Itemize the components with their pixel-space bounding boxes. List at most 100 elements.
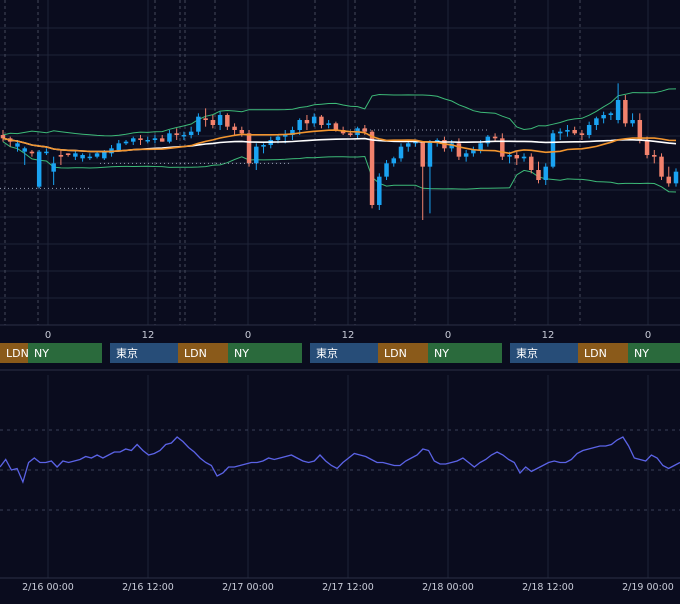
- candle-body-bullish: [673, 171, 679, 184]
- candle-body-bullish: [586, 125, 592, 135]
- candle-body-bullish: [406, 143, 411, 147]
- candle-body-bearish: [492, 136, 498, 139]
- candle-body-bullish: [463, 153, 469, 157]
- session-bar-tokyo: [110, 343, 178, 363]
- session-label-london: LDN: [6, 347, 29, 360]
- candle-body-bearish: [65, 153, 71, 155]
- candle-body-bullish: [217, 115, 223, 125]
- candle-body-bullish: [44, 151, 49, 154]
- candle-body-bullish: [188, 131, 194, 135]
- session-bar-tokyo: [510, 343, 578, 363]
- date-axis-layer: 2/16 00:00 2/16 12:00 2/17 00:00 2/17 12:00…: [22, 582, 674, 593]
- candle-body-bullish: [434, 140, 440, 142]
- date-axis-label: 2/16 12:00: [122, 582, 174, 593]
- candle-body-bullish: [507, 155, 512, 157]
- candle-body-bearish: [652, 155, 657, 157]
- candle-body-bearish: [246, 133, 252, 164]
- bollinger-upper-line: [2, 88, 677, 137]
- candle-body-bullish: [254, 146, 259, 164]
- candle-body-bullish: [261, 145, 266, 147]
- date-axis-label: 2/17 12:00: [322, 582, 374, 593]
- session-bar-tokyo: [310, 343, 378, 363]
- session-bar-london: [578, 343, 628, 363]
- bollinger-lower-line: [2, 141, 677, 193]
- candle-body-bullish: [326, 123, 331, 125]
- bollinger-band-layer: [2, 88, 677, 193]
- oscillator-line: [0, 436, 680, 484]
- candle-body-bullish: [557, 131, 563, 134]
- candle-body-bearish: [348, 133, 353, 135]
- candle-body-bearish: [159, 138, 165, 142]
- candle-body-bullish: [478, 143, 483, 150]
- candle-body-bullish: [282, 135, 288, 137]
- candle-body-bearish: [659, 156, 664, 177]
- candle-body-bearish: [644, 140, 650, 155]
- candle-body-bullish: [181, 135, 187, 137]
- candle-body-bullish: [565, 130, 570, 132]
- candle-body-bullish: [15, 143, 20, 147]
- candle-body-bullish: [427, 141, 433, 167]
- candle-body-bullish: [94, 153, 100, 157]
- session-label-ny: NY: [634, 347, 649, 360]
- candle-body-bullish: [123, 141, 129, 144]
- hour-tick-label: 12: [342, 330, 355, 341]
- date-axis-label: 2/18 12:00: [522, 582, 574, 593]
- candle-body-bullish: [521, 156, 527, 159]
- hour-tick-label: 0: [645, 330, 651, 341]
- candle-body-bullish: [630, 120, 635, 124]
- candle-body-bullish: [601, 115, 606, 119]
- candle-body-bullish: [384, 163, 389, 177]
- session-label-tokyo: 東京: [116, 346, 138, 360]
- session-label-tokyo: 東京: [516, 346, 538, 360]
- candle-body-bullish: [73, 153, 78, 157]
- session-bar-london: [178, 343, 228, 363]
- candle-body-bullish: [297, 120, 302, 130]
- candle-body-bullish: [102, 151, 107, 159]
- candle-body-bullish: [311, 116, 317, 124]
- session-bar-ny: [428, 343, 502, 363]
- candle-body-bullish: [471, 150, 476, 154]
- date-axis-label: 2/19 00:00: [622, 582, 674, 593]
- candle-body-bearish: [138, 138, 143, 140]
- candle-body-bearish: [623, 100, 628, 124]
- candle-body-bearish: [0, 135, 6, 139]
- candle-body-bullish: [51, 163, 56, 172]
- candle-body-bearish: [420, 141, 425, 167]
- hour-tick-label: 0: [445, 330, 451, 341]
- session-bar-ny: [228, 343, 302, 363]
- candle-body-bearish: [203, 118, 208, 120]
- candle-body-bullish: [398, 146, 404, 159]
- candle-body-bearish: [362, 128, 368, 132]
- candle-body-bullish: [550, 133, 556, 167]
- moving-average-fast-line: [2, 129, 677, 155]
- session-label-london: LDN: [384, 347, 407, 360]
- candle-body-bullish: [290, 130, 295, 135]
- session-bar-london: [378, 343, 428, 363]
- candle-body-bearish: [232, 126, 237, 130]
- candle-body-bullish: [145, 140, 150, 142]
- candle-body-bullish: [36, 151, 42, 187]
- candle-body-bearish: [210, 120, 216, 125]
- hour-tick-layer: 0 12 0 12 0 12 0: [45, 330, 651, 341]
- candle-body-bearish: [333, 123, 339, 130]
- candle-body-bullish: [275, 136, 281, 140]
- candle-body-bullish: [377, 176, 382, 205]
- session-label-ny: NY: [434, 347, 449, 360]
- candle-body-bullish: [87, 156, 93, 159]
- candle-body-bullish: [131, 138, 136, 142]
- session-bar-ny: [628, 343, 680, 363]
- candle-body-bearish: [536, 170, 541, 180]
- candle-body-bearish: [579, 133, 585, 135]
- date-axis-label: 2/16 00:00: [22, 582, 74, 593]
- session-bar-london: [0, 343, 28, 363]
- candle-body-bearish: [572, 130, 577, 134]
- candle-body-bullish: [116, 143, 122, 150]
- date-axis-label: 2/18 00:00: [422, 582, 474, 593]
- session-label-ny: NY: [34, 347, 49, 360]
- session-label-london: LDN: [584, 347, 607, 360]
- candle-body-bearish: [529, 156, 534, 170]
- session-label-tokyo: 東京: [316, 346, 338, 360]
- candle-body-bullish: [391, 158, 397, 164]
